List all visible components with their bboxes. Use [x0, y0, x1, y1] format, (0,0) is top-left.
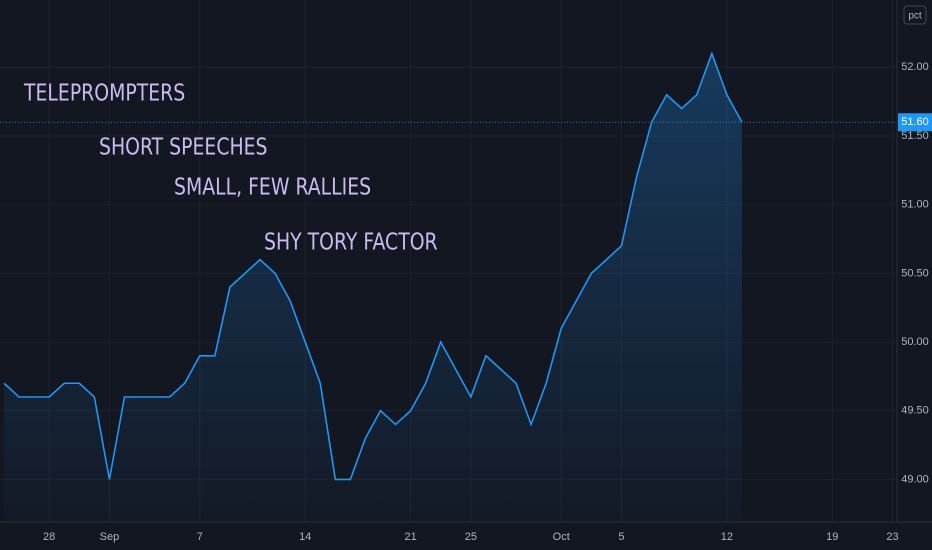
x-tick-label: 21	[404, 531, 416, 543]
x-tick-label: 19	[826, 531, 838, 543]
annotation: SMALL, FEW RALLIES	[174, 173, 371, 200]
scale-button[interactable]	[903, 5, 927, 25]
scale-button-label[interactable]: pct	[908, 11, 922, 22]
annotation: SHY TORY FACTOR	[264, 228, 438, 255]
y-tick-label: 49.00	[901, 473, 929, 485]
y-tick-label: 50.50	[901, 267, 929, 279]
x-tick-label: 14	[299, 531, 311, 543]
x-tick-label: Oct	[553, 531, 570, 543]
last-price-box	[898, 113, 932, 132]
y-tick-label: 49.50	[901, 405, 929, 417]
y-tick-label: 52.00	[901, 61, 929, 73]
x-tick-label: 28	[43, 531, 55, 543]
x-tick-label: 25	[465, 531, 477, 543]
x-tick-label: Sep	[100, 531, 120, 543]
line	[3, 51, 743, 481]
y-tick-label: 50.00	[901, 336, 929, 348]
x-tick-label: 23	[886, 531, 898, 543]
x-tick-label: 5	[618, 531, 624, 543]
last-price-label: 51.60	[901, 116, 929, 128]
area-fill	[4, 53, 742, 523]
x-tick-label: 7	[197, 531, 203, 543]
annotation: SHORT SPEECHES	[99, 133, 268, 160]
y-tick-label: 51.50	[901, 130, 929, 142]
annotation: TELEPROMPTERS	[23, 79, 185, 106]
y-tick-label: 51.00	[901, 199, 929, 211]
x-tick-label: 12	[721, 531, 733, 543]
